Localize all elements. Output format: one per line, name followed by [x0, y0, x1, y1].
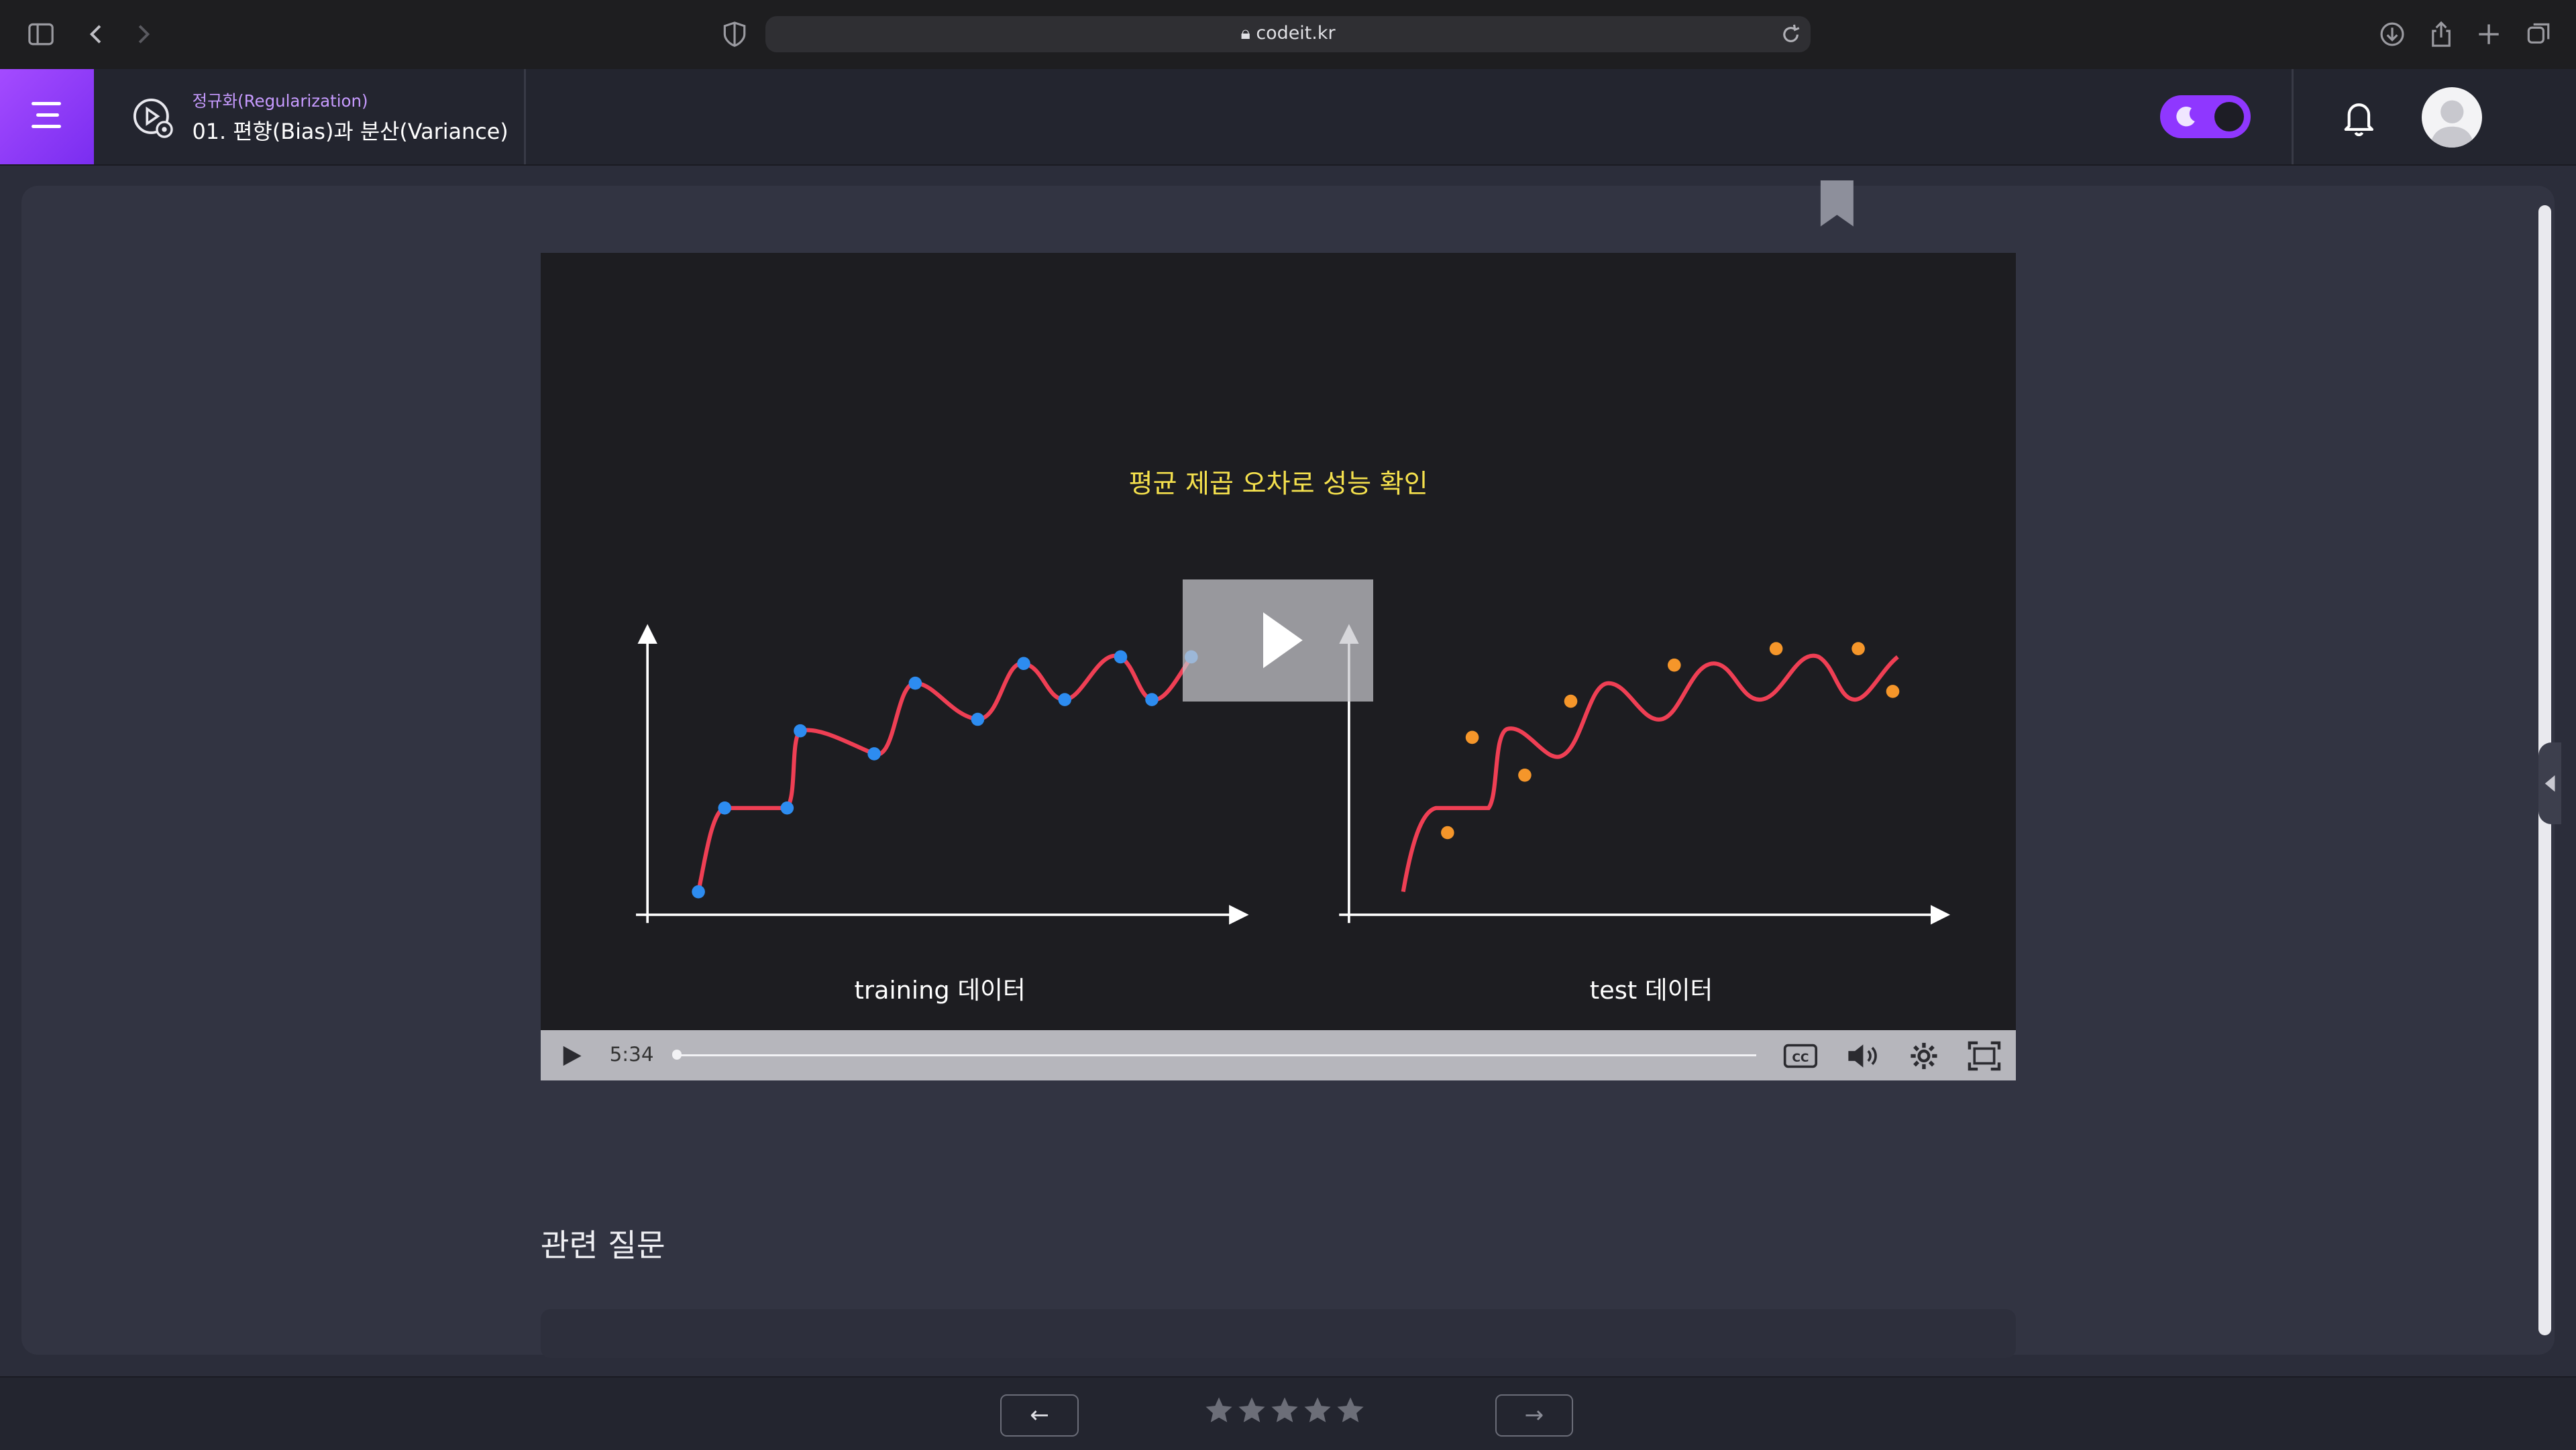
- test-point: [1667, 659, 1681, 672]
- test-point: [1851, 642, 1865, 656]
- video-lesson-icon: [133, 99, 173, 139]
- app-header: 정규화(Regularization) 01. 편향(Bias)과 분산(Var…: [0, 68, 2576, 166]
- test-point: [1465, 730, 1479, 744]
- address-bar[interactable]: 🔒︎ codeit.kr: [765, 16, 1811, 53]
- test-fit-curve: [1401, 653, 1899, 893]
- training-point: [1058, 693, 1071, 707]
- moon-icon: [2176, 107, 2195, 127]
- star-icon[interactable]: [1237, 1396, 1267, 1425]
- slide-title: 평균 제곱 오차로 성능 확인: [1128, 469, 1428, 500]
- menu-button[interactable]: [0, 68, 94, 164]
- sidebar-toggle-icon[interactable]: [26, 19, 56, 49]
- side-panel-toggle[interactable]: [2538, 742, 2561, 825]
- related-question-card[interactable]: [540, 1308, 2016, 1359]
- test-point: [1564, 694, 1578, 708]
- user-icon: [2430, 100, 2475, 148]
- related-questions-title: 관련 질문: [540, 1227, 665, 1264]
- chevron-left-icon: [2544, 775, 2555, 792]
- volume-icon[interactable]: [1843, 1040, 1880, 1072]
- play-icon: [1263, 612, 1303, 669]
- avatar[interactable]: [2421, 87, 2483, 148]
- video-frame: 평균 제곱 오차로 성능 확인 training 데이터: [635, 469, 1950, 1005]
- training-point: [718, 801, 731, 815]
- star-icon[interactable]: [1204, 1396, 1234, 1425]
- dark-mode-toggle[interactable]: [2160, 95, 2251, 138]
- training-point: [692, 885, 705, 899]
- training-point: [1016, 657, 1030, 671]
- url-text: codeit.kr: [1256, 23, 1336, 44]
- share-icon[interactable]: [2426, 19, 2456, 49]
- privacy-shield-icon[interactable]: [720, 19, 749, 49]
- settings-gear-icon[interactable]: [1906, 1040, 1942, 1072]
- reload-icon[interactable]: [1778, 21, 1804, 48]
- training-point: [908, 676, 922, 690]
- star-icon[interactable]: [1270, 1396, 1299, 1425]
- captions-icon[interactable]: CC: [1782, 1040, 1819, 1072]
- breadcrumb[interactable]: 정규화(Regularization): [192, 91, 368, 111]
- training-points: [692, 650, 1198, 899]
- training-point: [793, 724, 807, 738]
- training-fit-curve: [696, 653, 1193, 893]
- left-caption: training 데이터: [854, 976, 1025, 1005]
- next-lesson-button[interactable]: →: [1495, 1394, 1574, 1437]
- page-title: 01. 편향(Bias)과 분산(Variance): [192, 119, 508, 145]
- star-icon[interactable]: [1336, 1396, 1365, 1425]
- star-icon[interactable]: [1303, 1396, 1332, 1425]
- training-point: [867, 747, 881, 761]
- lock-icon: 🔒︎: [1240, 23, 1256, 44]
- tabs-overview-icon[interactable]: [2524, 19, 2553, 49]
- back-icon[interactable]: [82, 19, 111, 49]
- training-point: [1144, 693, 1159, 707]
- test-point: [1886, 685, 1900, 698]
- progress-bar[interactable]: [675, 1054, 1756, 1056]
- video-controls: 5:34 CC: [540, 1029, 2016, 1081]
- forward-icon[interactable]: [128, 19, 158, 49]
- lesson-footer: ← →: [0, 1376, 2576, 1450]
- test-point: [1440, 826, 1454, 840]
- test-point: [1769, 642, 1783, 656]
- bookmark-icon[interactable]: [1817, 180, 1857, 228]
- training-point: [971, 712, 984, 726]
- svg-text:CC: CC: [1792, 1052, 1809, 1065]
- download-icon[interactable]: [2377, 19, 2407, 49]
- toggle-knob: [2214, 101, 2245, 131]
- bell-icon[interactable]: [2339, 97, 2379, 140]
- video-player[interactable]: 평균 제곱 오차로 성능 확인 training 데이터: [540, 253, 2016, 1081]
- new-tab-icon[interactable]: [2474, 19, 2504, 49]
- progress-handle[interactable]: [672, 1049, 682, 1060]
- duration: 5:34: [609, 1043, 654, 1066]
- rating-stars[interactable]: [1204, 1396, 1368, 1429]
- training-point: [780, 801, 794, 815]
- header-divider: [524, 68, 526, 164]
- prev-lesson-button[interactable]: ←: [1000, 1394, 1079, 1437]
- test-points: [1440, 642, 1900, 840]
- training-point: [1114, 650, 1128, 664]
- header-divider: [2292, 68, 2294, 164]
- test-point: [1517, 769, 1532, 782]
- big-play-button[interactable]: [1183, 579, 1374, 702]
- fullscreen-icon[interactable]: [1966, 1040, 2002, 1072]
- right-caption: test 데이터: [1589, 976, 1713, 1005]
- browser-toolbar: 🔒︎ codeit.kr: [0, 0, 2576, 70]
- play-icon[interactable]: [553, 1040, 590, 1072]
